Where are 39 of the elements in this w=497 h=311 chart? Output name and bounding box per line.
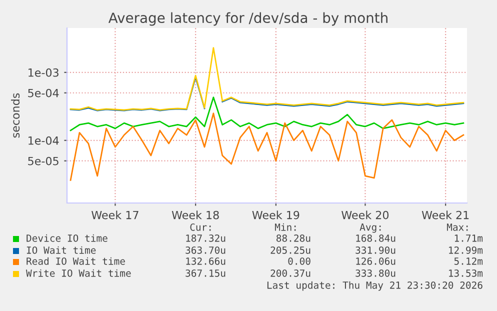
legend-label: Device IO time [26, 234, 108, 242]
line-series [70, 96, 464, 132]
text: 363.70u [186, 246, 226, 254]
text: Max: [446, 224, 468, 231]
text: 168.84u [356, 234, 396, 242]
line-series [70, 47, 464, 111]
text: 132.66u [186, 257, 226, 265]
text: 205.25u [270, 246, 310, 254]
y-tick-label: 1e-03 [28, 68, 58, 77]
text: 88.28u [276, 234, 310, 242]
line-series [70, 112, 464, 181]
text: 13.53m [449, 269, 483, 277]
text: Min: [274, 223, 296, 231]
text: Last update: Thu May 21 23:30:20 2026 [267, 281, 482, 291]
legend-label: IO Wait time [26, 246, 96, 254]
text: 126.06u [356, 257, 396, 265]
chart-title: Average latency for /dev/sda - by month [108, 12, 388, 26]
x-tick-label: Week 17 [92, 210, 138, 220]
y-tick-label: 1e-04 [28, 136, 59, 145]
x-tick-label: Week 20 [342, 210, 389, 220]
y-axis-title: seconds [11, 93, 20, 138]
text: Avg: [360, 224, 381, 233]
text: 187.32u [186, 234, 226, 242]
text: 12.99m [449, 246, 483, 254]
x-tick-label: Week 21 [422, 210, 469, 220]
x-tick-label: Week 19 [252, 210, 300, 220]
text: 5.12m [454, 257, 483, 265]
text: 200.37u [270, 269, 310, 277]
legend-label: Write IO Wait time [26, 269, 131, 277]
text: 367.15u [186, 269, 226, 277]
text: 333.80u [356, 269, 396, 277]
y-tick-label: 5e-04 [28, 88, 59, 98]
x-tick-label: Week 18 [172, 210, 219, 220]
text: 1.71m [454, 234, 483, 242]
legend-label: Read IO Wait time [26, 257, 125, 265]
text: Cur: [190, 223, 211, 231]
y-tick-label: 5e-05 [28, 156, 58, 166]
text: 0.00 [288, 257, 310, 265]
text: 331.90u [356, 246, 396, 254]
